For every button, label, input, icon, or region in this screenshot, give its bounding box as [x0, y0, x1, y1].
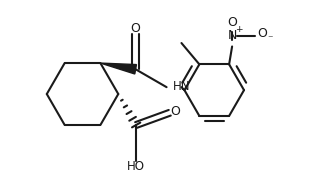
- Text: HO: HO: [127, 160, 145, 173]
- Text: +: +: [235, 25, 243, 34]
- Text: ⁻: ⁻: [267, 34, 273, 44]
- Text: O: O: [170, 105, 180, 118]
- Text: HN: HN: [172, 80, 190, 93]
- Polygon shape: [100, 63, 136, 74]
- Text: O: O: [131, 22, 140, 34]
- Text: N: N: [227, 29, 237, 42]
- Text: O: O: [227, 16, 237, 29]
- Text: O: O: [257, 27, 267, 40]
